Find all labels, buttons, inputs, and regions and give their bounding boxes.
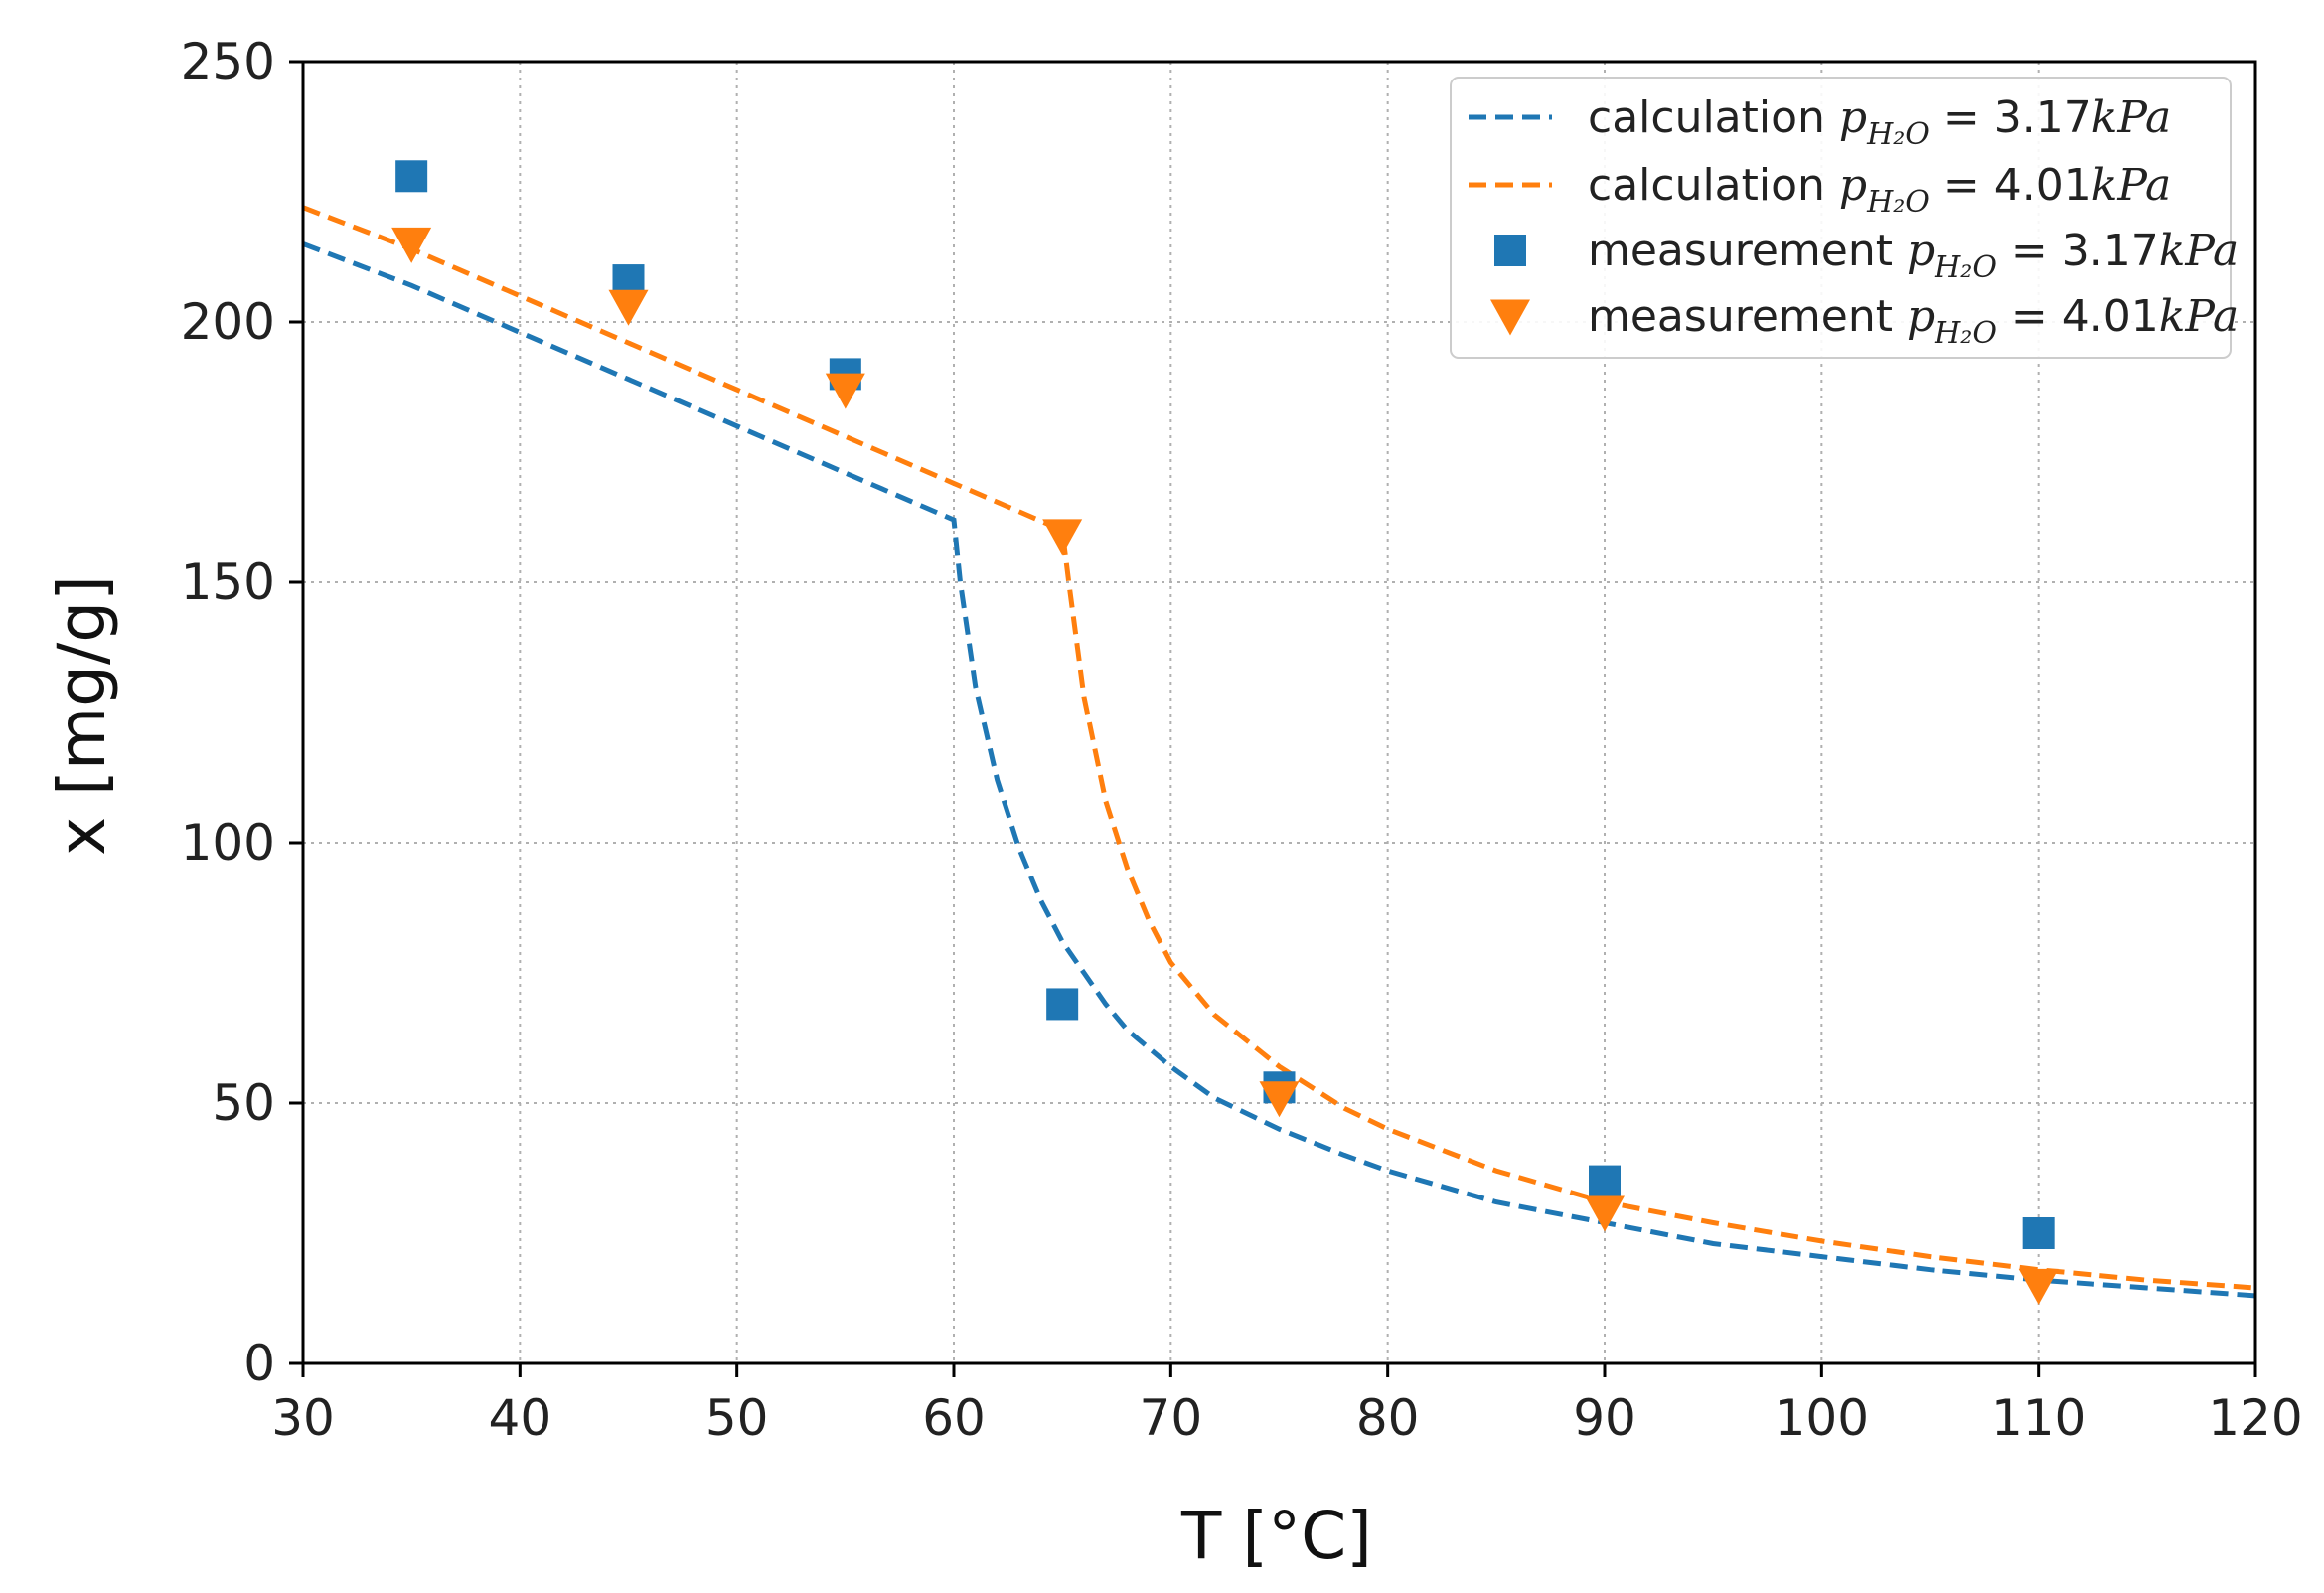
data-point-square xyxy=(1589,1165,1621,1197)
legend-label: calculation pH₂O = 3.17kPa xyxy=(1588,92,2171,152)
data-point-triangle xyxy=(825,373,865,409)
tick-labels: 30 40 50 60 70 80 90 100 110 120 0 50 100 150 200 250 xyxy=(181,33,2303,1447)
x-tick-label: 50 xyxy=(705,1389,769,1447)
y-tick-label: 200 xyxy=(181,293,275,351)
plot-frame xyxy=(301,60,2257,1365)
series-lines xyxy=(302,205,2256,1299)
y-axis-label: x [mg/g] xyxy=(44,575,120,856)
legend-label: measurement pH₂O = 4.01kPa xyxy=(1588,291,2239,351)
data-point-triangle xyxy=(1042,519,1083,556)
data-point-square xyxy=(2022,1217,2055,1249)
legend-item: measurement pH₂O = 3.17kPa xyxy=(1494,226,2239,285)
legend-label: calculation pH₂O = 4.01kPa xyxy=(1588,160,2171,220)
x-tick-label: 40 xyxy=(489,1389,552,1447)
x-tick-label: 30 xyxy=(271,1389,335,1447)
legend-box xyxy=(1450,77,2232,359)
data-point-triangle xyxy=(608,289,649,326)
legend-item: calculation pH₂O = 4.01kPa xyxy=(1469,160,2171,220)
data-point-triangle xyxy=(2018,1268,2059,1305)
data-point-triangle xyxy=(1585,1195,1625,1232)
x-tick-label: 90 xyxy=(1573,1389,1636,1447)
data-point-triangle xyxy=(1259,1081,1300,1118)
x-tick-label: 80 xyxy=(1356,1389,1420,1447)
data-point-square xyxy=(395,160,428,193)
legend-triangle-swatch xyxy=(1490,299,1530,336)
axis-ticks xyxy=(289,60,2257,1377)
legend-label: measurement pH₂O = 3.17kPa xyxy=(1588,226,2239,285)
data-point-triangle xyxy=(391,227,432,263)
x-tick-label: 110 xyxy=(1991,1389,2086,1447)
y-tick-label: 250 xyxy=(181,33,275,90)
x-tick-label: 120 xyxy=(2208,1389,2302,1447)
y-tick-label: 100 xyxy=(181,814,275,872)
x-tick-label: 60 xyxy=(922,1389,986,1447)
y-tick-label: 150 xyxy=(181,554,275,611)
series-line-1 xyxy=(302,205,2256,1291)
legend-item: calculation pH₂O = 3.17kPa xyxy=(1469,92,2171,152)
y-tick-label: 50 xyxy=(212,1074,275,1132)
legend-square-swatch xyxy=(1494,235,1526,266)
x-tick-label: 100 xyxy=(1775,1389,1869,1447)
x-tick-label: 70 xyxy=(1140,1389,1203,1447)
x-axis-label: T [°C] xyxy=(1180,1498,1372,1574)
legend: calculation pH₂O = 3.17kPa calculation pH… xyxy=(1450,77,2239,359)
series-line-0 xyxy=(302,241,2256,1299)
series-markers xyxy=(391,160,2059,1305)
data-point-square xyxy=(1046,988,1079,1021)
legend-item: measurement pH₂O = 4.01kPa xyxy=(1490,291,2239,351)
y-tick-label: 0 xyxy=(243,1335,275,1392)
